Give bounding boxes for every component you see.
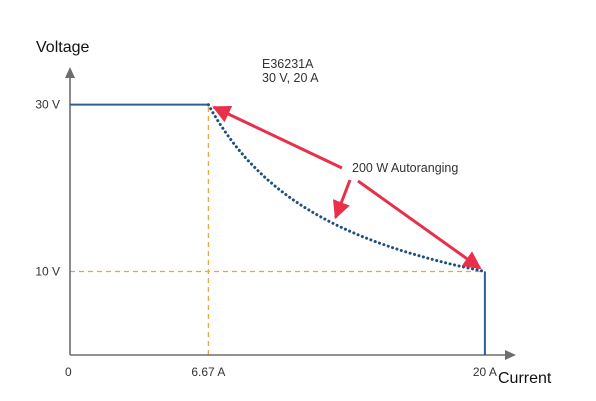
x-tick-label: 6.67 A: [191, 365, 225, 379]
autoranging-label: 200 W Autoranging: [352, 161, 458, 175]
x-tick-label: 0: [65, 365, 72, 379]
y-tick-label: 30 V: [35, 98, 60, 112]
x-tick-label: 20 A: [473, 365, 497, 379]
autoranging-arrow: [333, 179, 352, 220]
x-axis-arrow: [505, 350, 516, 360]
autoranging-arrow: [212, 105, 343, 170]
autoranging-arrow: [357, 179, 482, 270]
y-axis-arrow: [65, 67, 75, 78]
model-rating: 30 V, 20 A: [262, 71, 319, 85]
y-tick-label: 10 V: [35, 265, 60, 279]
y-axis-title: Voltage: [36, 39, 89, 56]
model-name: E36231A: [262, 57, 314, 71]
constant-power-curve: [206, 103, 487, 273]
x-axis-title: Current: [498, 370, 552, 387]
